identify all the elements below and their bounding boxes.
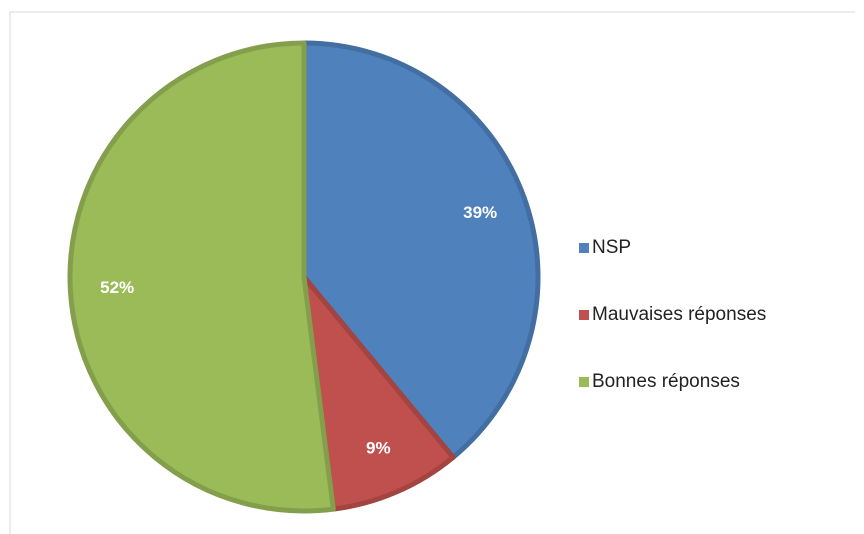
legend-label: NSP bbox=[592, 237, 631, 258]
legend-swatch bbox=[579, 310, 589, 320]
data-label: 39% bbox=[463, 203, 497, 222]
data-label: 52% bbox=[100, 278, 134, 297]
pie-slice bbox=[301, 274, 456, 512]
frame bbox=[9, 11, 855, 534]
legend-label: Bonnes réponses bbox=[592, 371, 740, 392]
pie-slice bbox=[67, 40, 336, 514]
pie-slice bbox=[301, 40, 541, 460]
legend-swatch bbox=[579, 377, 589, 387]
data-label: 9% bbox=[366, 438, 391, 457]
legend-swatch bbox=[579, 243, 589, 253]
legend-label: Mauvaises réponses bbox=[592, 304, 766, 325]
